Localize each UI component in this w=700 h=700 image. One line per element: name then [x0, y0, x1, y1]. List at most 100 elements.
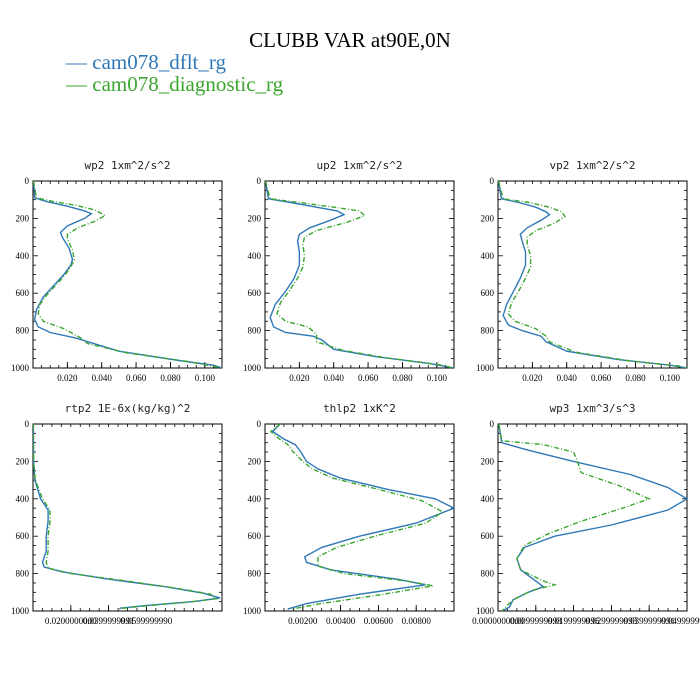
- y-tick-label: 800: [16, 569, 30, 579]
- y-tick-label: 0: [257, 176, 262, 186]
- x-tick-label: 0.0199999996: [548, 616, 600, 626]
- y-tick-label: 200: [16, 456, 30, 466]
- y-tick-label: 800: [248, 326, 262, 336]
- series-line-diagnostic: [265, 181, 454, 368]
- y-tick-label: 1000: [11, 606, 30, 616]
- legend-line-diagnostic: —: [66, 72, 87, 96]
- series-line-diagnostic: [33, 424, 219, 610]
- x-tick-label: 0.00200: [288, 616, 318, 626]
- panel-title: up2 1xm^2/s^2: [316, 159, 402, 172]
- y-tick-label: 600: [481, 288, 495, 298]
- x-tick-label: 0.0299999993: [586, 616, 638, 626]
- x-tick-label: 0.040: [324, 373, 345, 383]
- x-tick-label: 0.100: [660, 373, 681, 383]
- y-tick-label: 200: [248, 213, 262, 223]
- x-tick-label: 0.020: [57, 373, 78, 383]
- y-tick-label: 200: [481, 456, 495, 466]
- x-tick-label: 0.0399999991: [83, 616, 135, 626]
- x-tick-label: 0.060: [358, 373, 379, 383]
- panel-3: rtp2 1E-6x(kg/kg)^2 0 200 400 600 800 1000 0.02…: [11, 402, 223, 626]
- x-tick-label: 0.0099999998: [510, 616, 562, 626]
- x-tick-label: 0.040: [557, 373, 578, 383]
- y-tick-label: 600: [481, 531, 495, 541]
- legend-line-dflt: —: [66, 50, 87, 74]
- y-tick-label: 1000: [243, 363, 262, 373]
- x-tick-label: 0.020: [289, 373, 310, 383]
- series-line-dflt: [271, 424, 454, 610]
- y-tick-label: 400: [248, 494, 262, 504]
- panel-title: thlp2 1xK^2: [323, 402, 396, 415]
- panel-title: wp3 1xm^3/s^3: [549, 402, 635, 415]
- x-tick-label: 0.0200000000: [45, 616, 97, 626]
- plot-frame: [32, 180, 223, 369]
- x-tick-label: 0.00600: [364, 616, 394, 626]
- panel-title: vp2 1xm^2/s^2: [549, 159, 635, 172]
- y-tick-label: 800: [248, 569, 262, 579]
- series-line-dflt: [265, 181, 454, 368]
- y-tick-label: 600: [16, 531, 30, 541]
- panel-title: rtp2 1E-6x(kg/kg)^2: [65, 402, 191, 415]
- x-tick-label: 0.080: [392, 373, 413, 383]
- series-line-dflt: [498, 181, 687, 368]
- x-tick-label: 0.0499999997: [661, 616, 700, 626]
- x-tick-label: 0.080: [625, 373, 646, 383]
- y-tick-label: 1000: [11, 363, 30, 373]
- legend-entry-diagnostic: — cam078_diagnostic_rg: [66, 72, 283, 97]
- y-tick-label: 0: [490, 176, 495, 186]
- y-tick-label: 600: [16, 288, 30, 298]
- x-tick-label: 0.080: [160, 373, 181, 383]
- y-tick-label: 200: [481, 213, 495, 223]
- y-tick-label: 800: [16, 326, 30, 336]
- x-tick-label: 0.060: [591, 373, 612, 383]
- panel-2: vp2 1xm^2/s^2 0 200 400 600 800 1000 0.020 0.040…: [476, 159, 688, 383]
- y-tick-label: 200: [16, 213, 30, 223]
- y-tick-label: 400: [481, 251, 495, 261]
- series-line-dflt: [33, 181, 222, 368]
- panel-0: wp2 1xm^2/s^2 0 200 400 600 800 1000 0.020 0.040…: [11, 159, 223, 383]
- x-tick-label: 0.100: [427, 373, 448, 383]
- x-tick-label: 0.00800: [402, 616, 432, 626]
- x-tick-label: 0.00400: [326, 616, 356, 626]
- plot-frame: [497, 180, 688, 369]
- panel-1: up2 1xm^2/s^2 0 200 400 600 800 1000 0.020 0.040…: [243, 159, 455, 383]
- x-tick-label: 0.0000000000: [472, 616, 524, 626]
- legend-entry-dflt: — cam078_dflt_rg: [66, 50, 226, 75]
- y-tick-label: 800: [481, 326, 495, 336]
- y-tick-label: 0: [490, 419, 495, 429]
- y-tick-label: 1000: [476, 363, 495, 373]
- y-tick-label: 1000: [243, 606, 262, 616]
- y-tick-label: 400: [16, 251, 30, 261]
- y-tick-label: 0: [25, 419, 30, 429]
- plot-frame: [264, 180, 455, 369]
- x-tick-label: 0.060: [126, 373, 147, 383]
- y-tick-label: 600: [248, 288, 262, 298]
- panel-4: thlp2 1xK^2 0 200 400 600 800 1000 0.00200 0.004…: [243, 402, 455, 626]
- y-tick-label: 600: [248, 531, 262, 541]
- series-line-diagnostic: [498, 181, 687, 368]
- series-line-dflt: [33, 424, 221, 609]
- x-tick-label: 0.100: [195, 373, 216, 383]
- plot-frame: [32, 423, 223, 612]
- y-tick-label: 1000: [476, 606, 495, 616]
- x-tick-label: 0.040: [92, 373, 113, 383]
- y-tick-label: 200: [248, 456, 262, 466]
- x-tick-label: 0.0399999991: [623, 616, 675, 626]
- x-tick-label: 0.020: [522, 373, 543, 383]
- legend-label-diagnostic: cam078_diagnostic_rg: [92, 72, 284, 96]
- series-line-diagnostic: [33, 181, 222, 368]
- panel-title: wp2 1xm^2/s^2: [84, 159, 170, 172]
- y-tick-label: 400: [16, 494, 30, 504]
- legend-label-dflt: cam078_dflt_rg: [92, 50, 227, 74]
- panel-5: wp3 1xm^3/s^3 0 200 400 600 800 10000.00000000…: [472, 402, 700, 626]
- y-tick-label: 0: [257, 419, 262, 429]
- series-line-diagnostic: [269, 424, 445, 610]
- y-tick-label: 400: [481, 494, 495, 504]
- series-line-diagnostic: [498, 424, 652, 611]
- y-tick-label: 0: [25, 176, 30, 186]
- figure-title: CLUBB VAR at90E,0N: [249, 28, 451, 52]
- x-tick-label: 0.0599999990: [121, 616, 173, 626]
- y-tick-label: 400: [248, 251, 262, 261]
- y-tick-label: 800: [481, 569, 495, 579]
